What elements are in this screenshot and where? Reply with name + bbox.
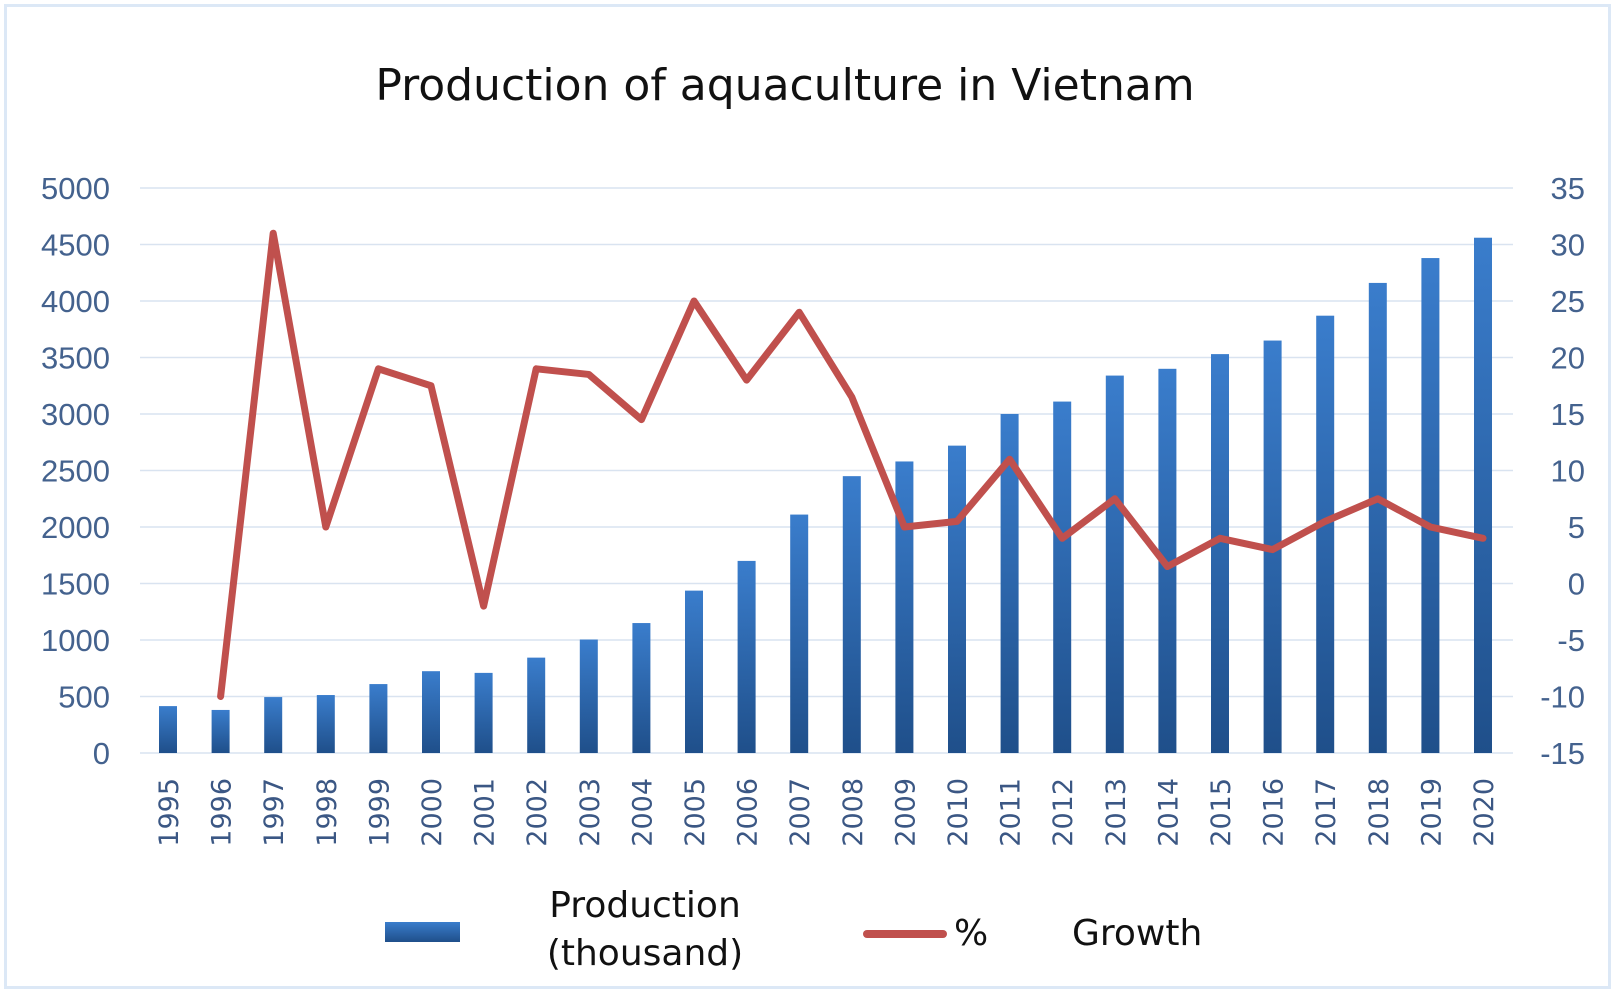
legend-growth-label: Growth [1072, 913, 1202, 954]
bar [159, 706, 177, 753]
bar [1368, 282, 1387, 753]
right-y-axis: -15 -10 -5 0 5 10 15 20 25 30 35 [1540, 171, 1585, 771]
x-tick-label: 2013 [1101, 778, 1132, 847]
bar [948, 445, 966, 753]
bar [1474, 237, 1492, 754]
x-tick-label: 1997 [259, 778, 290, 847]
x-tick-label: 1996 [207, 778, 238, 847]
left-y-tick-label: 5000 [41, 171, 110, 206]
gridlines [140, 187, 1513, 754]
right-y-tick-label: 30 [1551, 228, 1585, 263]
left-y-tick-label: 4500 [41, 228, 110, 263]
x-tick-label: 2000 [417, 778, 448, 847]
x-tick-label: 2006 [733, 778, 764, 847]
right-y-tick-label: -15 [1540, 736, 1585, 771]
x-tick-label: 2002 [522, 778, 553, 847]
legend-growth-prefix: % [954, 913, 988, 954]
bar [474, 672, 493, 753]
x-tick-label: 2017 [1311, 778, 1342, 847]
left-y-tick-label: 500 [58, 680, 110, 715]
bar [632, 623, 651, 753]
x-tick-label: 2018 [1364, 778, 1395, 847]
x-tick-label: 2011 [996, 778, 1027, 847]
left-y-tick-label: 3000 [41, 397, 110, 432]
x-tick-label: 1998 [312, 778, 343, 847]
bar [527, 657, 546, 753]
bar [1211, 354, 1229, 753]
bar [579, 639, 598, 753]
bar [211, 709, 230, 753]
x-tick-label: 1999 [364, 778, 395, 847]
right-y-tick-label: 0 [1568, 567, 1585, 602]
x-tick-label: 2005 [680, 778, 711, 847]
left-y-tick-label: 3500 [41, 341, 110, 376]
x-tick-label: 2001 [470, 778, 501, 847]
left-y-tick-label: 1500 [41, 567, 110, 602]
x-tick-label: 2019 [1416, 778, 1447, 847]
chart-frame [4, 4, 1611, 989]
x-tick-label: 2003 [575, 778, 606, 847]
bar [369, 684, 388, 753]
left-y-tick-label: 2000 [41, 510, 110, 545]
right-y-tick-label: 25 [1551, 284, 1585, 319]
right-y-tick-label: 5 [1568, 510, 1585, 545]
left-y-tick-label: 1000 [41, 623, 110, 658]
bar [1105, 375, 1124, 753]
bar [264, 697, 283, 753]
right-y-tick-label: 10 [1551, 454, 1585, 489]
right-y-tick-label: 20 [1551, 341, 1585, 376]
legend-production-swatch [385, 922, 460, 942]
bar [842, 476, 861, 753]
x-tick-label: 2008 [838, 778, 869, 847]
growth-line [217, 229, 1487, 700]
bar [685, 590, 703, 753]
x-tick-label: 2014 [1153, 778, 1184, 847]
left-y-tick-label: 0 [93, 736, 110, 771]
bar [422, 671, 440, 753]
x-tick-label: 2009 [890, 778, 921, 847]
right-y-tick-label: 35 [1551, 171, 1585, 206]
left-y-tick-label: 2500 [41, 454, 110, 489]
right-y-tick-label: -5 [1557, 623, 1585, 658]
x-tick-label: 2016 [1259, 778, 1290, 847]
bar [737, 560, 756, 753]
legend: Production (thousand) % Growth [385, 885, 1202, 974]
x-tick-label: 2012 [1048, 778, 1079, 847]
x-tick-label: 2007 [785, 778, 816, 847]
right-y-tick-label: 15 [1551, 397, 1585, 432]
chart-title: Production of aquaculture in Vietnam [375, 60, 1195, 111]
legend-production-label-line2: (thousand) [547, 933, 743, 974]
x-tick-label: 2020 [1469, 778, 1500, 847]
left-y-axis: 0 500 1000 1500 2000 2500 3000 3500 4000 4500 5000 [41, 171, 110, 771]
bar [1316, 315, 1335, 753]
bar [316, 695, 335, 753]
right-y-tick-label: -10 [1540, 680, 1585, 715]
x-tick-label: 2010 [943, 778, 974, 847]
bar [1421, 258, 1440, 753]
legend-production-label-line1: Production [549, 885, 741, 926]
bar [1000, 414, 1019, 753]
x-tick-label: 2004 [627, 778, 658, 847]
bar [895, 461, 914, 753]
x-tick-label: 2015 [1206, 778, 1237, 847]
x-axis: 1995 1996 1997 1998 1999 2000 2001 2002 2003 2004… [154, 778, 1500, 847]
bar [1053, 401, 1072, 753]
x-tick-label: 1995 [154, 778, 185, 847]
left-y-tick-label: 4000 [41, 284, 110, 319]
bar [790, 514, 809, 753]
production-bars [159, 237, 1492, 754]
